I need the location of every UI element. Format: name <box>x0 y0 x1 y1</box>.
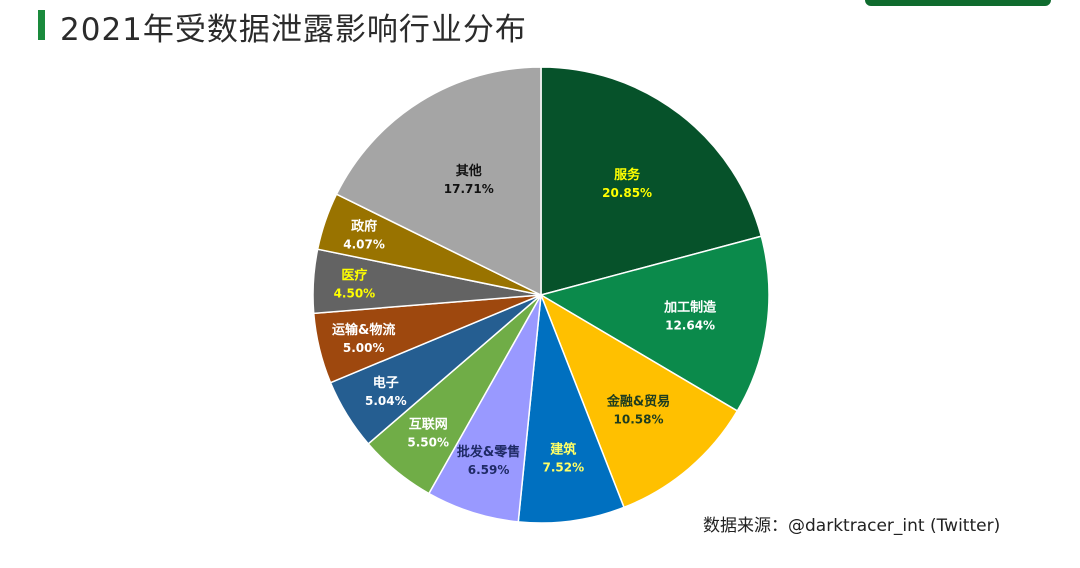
slice-1-value: 20.85% <box>602 186 652 200</box>
slice-7-label: 电子 <box>373 375 399 391</box>
slice-7-value: 5.04% <box>365 394 407 408</box>
slice-4-label: 建筑 <box>550 442 576 458</box>
pie-slice-2 <box>539 235 770 412</box>
slice-8-value: 5.00% <box>343 341 385 355</box>
slice-6-value: 5.50% <box>407 436 449 450</box>
pie-slice-3 <box>539 293 739 509</box>
slice-3-value: 10.58% <box>614 413 664 427</box>
slice-5-label: 批发&零售 <box>457 444 520 460</box>
data-source-note: 数据来源：@darktracer_int (Twitter) <box>703 516 1001 536</box>
page-title: 2021年受数据泄露影响行业分布 <box>60 12 527 48</box>
slice-10-value: 4.07% <box>343 237 385 251</box>
slice-3-label: 金融&贸易 <box>606 394 670 410</box>
corner-decoration <box>865 0 1051 6</box>
slice-9-label: 医疗 <box>341 268 367 284</box>
slice-11-value: 17.71% <box>444 182 494 196</box>
pie-slice-11 <box>335 66 542 297</box>
slice-9-value: 4.50% <box>334 287 376 301</box>
slice-5-value: 6.59% <box>468 463 510 477</box>
title-accent-bar <box>38 10 45 40</box>
slice-6-label: 互联网 <box>409 418 448 433</box>
slice-1-label: 服务 <box>614 167 641 183</box>
slice-2-label: 加工制造 <box>663 300 717 316</box>
slice-2-value: 12.64% <box>665 319 715 333</box>
slice-4-value: 7.52% <box>542 461 584 475</box>
slice-10-label: 政府 <box>351 218 377 234</box>
pie-slice-4 <box>517 294 625 524</box>
slice-8-label: 运输&物流 <box>332 322 395 338</box>
slice-11-label: 其他 <box>456 163 482 179</box>
pie-slice-1 <box>540 66 763 296</box>
